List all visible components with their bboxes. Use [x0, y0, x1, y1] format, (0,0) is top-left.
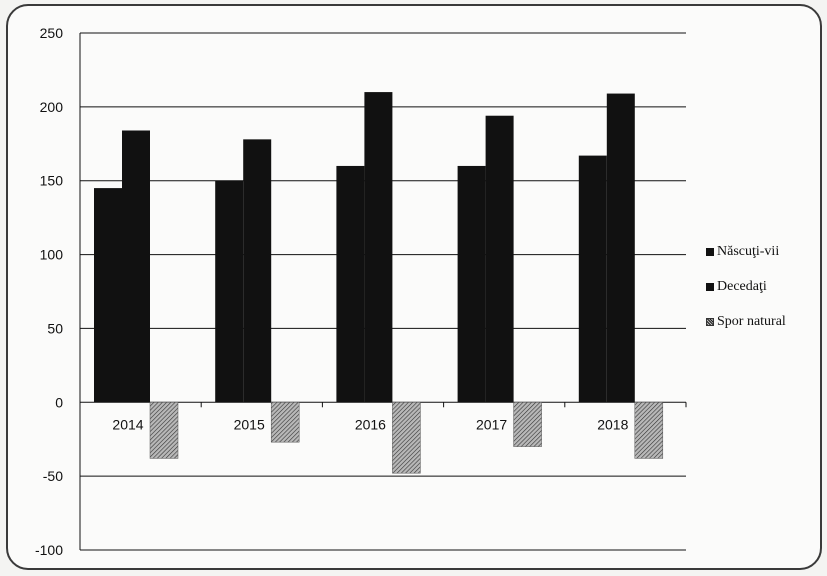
bar-nascuti-vii-2015 [215, 180, 244, 403]
x-tick-label-2016: 2016 [355, 416, 386, 432]
legend-swatch-decedati [706, 282, 714, 291]
bar-spor-natural-2018 [634, 402, 664, 459]
legend-label-decedati: Decedaţi [717, 278, 767, 294]
y-tick-label: 200 [40, 99, 64, 115]
x-tick-label-2014: 2014 [112, 416, 143, 432]
y-tick-label: 250 [40, 25, 64, 41]
y-tick-label: 100 [40, 247, 64, 263]
bar-spor-natural-2014 [149, 402, 179, 459]
bar-decedati-2017 [485, 115, 514, 403]
bar-decedati-2015 [243, 139, 272, 403]
x-tick-label-2017: 2017 [476, 416, 507, 432]
bar-decedati-2014 [122, 130, 150, 403]
chart-legend: Născuţi-vii Decedaţi Spor natural [706, 242, 786, 347]
bar-nascuti-vii-2014 [94, 188, 122, 403]
legend-label-spor-natural: Spor natural [717, 313, 786, 329]
legend-item-spor-natural: Spor natural [706, 312, 786, 331]
legend-item-nascuti-vii: Născuţi-vii [706, 242, 786, 261]
y-tick-label: 50 [47, 320, 63, 336]
legend-swatch-nascuti-vii [706, 247, 714, 256]
bar-decedati-2016 [364, 92, 393, 403]
bar-nascuti-vii-2016 [336, 165, 365, 403]
y-tick-label: -50 [43, 468, 63, 484]
legend-label-nascuti-vii: Născuţi-vii [717, 243, 780, 259]
x-tick-label-2018: 2018 [597, 416, 628, 432]
bar-nascuti-vii-2017 [457, 165, 486, 403]
bar-decedati-2018 [606, 93, 635, 403]
legend-item-decedati: Decedaţi [706, 277, 786, 296]
y-tick-label: -100 [35, 542, 63, 558]
x-tick-label-2015: 2015 [234, 416, 265, 432]
legend-swatch-spor-natural [706, 317, 714, 326]
bar-spor-natural-2015 [270, 402, 300, 443]
y-tick-label: 0 [55, 394, 63, 410]
y-tick-label: 150 [40, 173, 64, 189]
bar-spor-natural-2016 [392, 402, 421, 474]
bar-nascuti-vii-2018 [578, 155, 607, 403]
bar-spor-natural-2017 [513, 402, 542, 447]
